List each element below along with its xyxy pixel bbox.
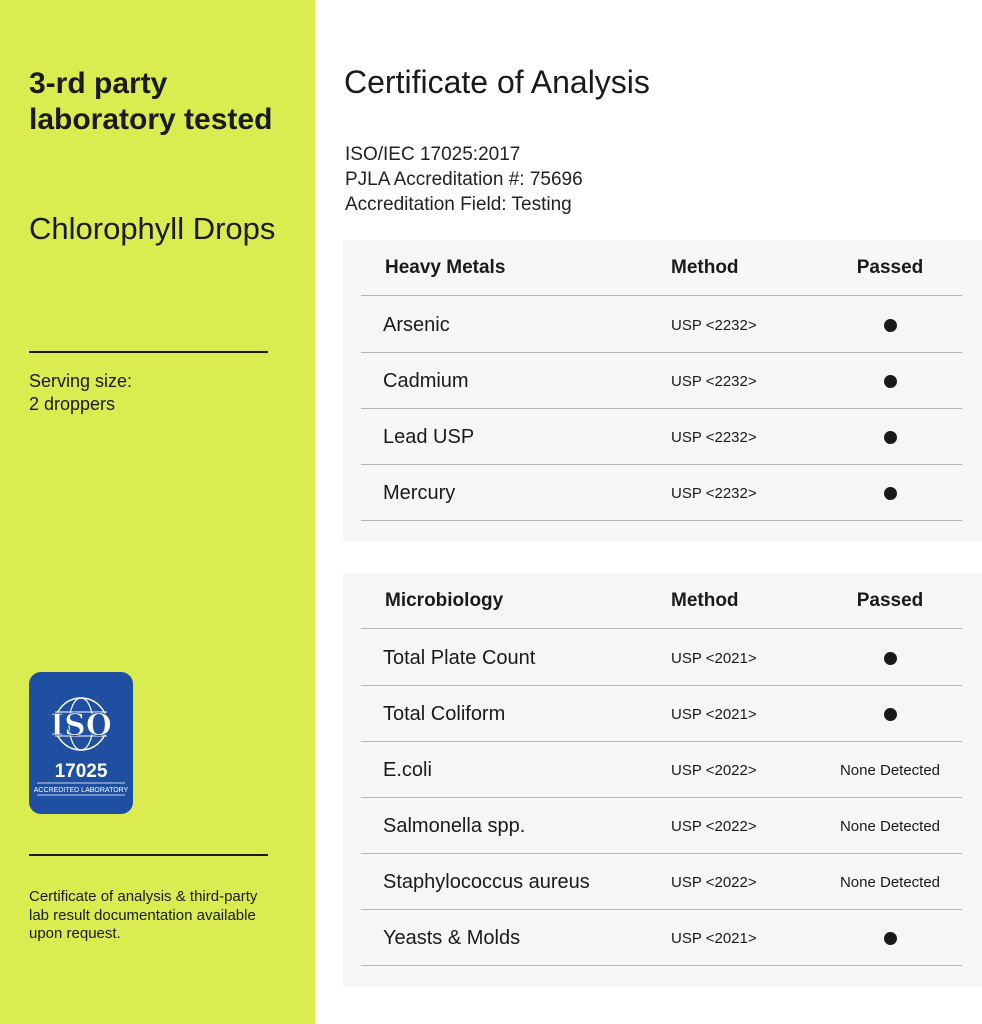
test-name: Total Coliform — [383, 703, 506, 725]
test-method: USP <2232> — [671, 373, 757, 390]
column-header: Passed — [856, 257, 924, 278]
test-result — [820, 485, 960, 504]
test-method: USP <2022> — [671, 818, 757, 835]
test-name: E.coli — [383, 759, 432, 781]
pjla-number: PJLA Accreditation #: 75696 — [345, 169, 583, 190]
accreditation-info: ISO/IEC 17025:2017 PJLA Accreditation #:… — [345, 142, 583, 217]
test-name: Lead USP — [383, 426, 475, 448]
heavy-metals-table: Heavy Metals Method Passed Arsenic USP <22… — [343, 240, 982, 542]
result-text: None Detected — [839, 874, 941, 891]
iso-globe-icon: ISO 17025 ACCREDITED LABORATORY — [34, 697, 129, 796]
divider — [29, 854, 268, 856]
page-title: Certificate of Analysis — [344, 64, 650, 100]
column-header: Method — [671, 590, 739, 611]
serving-label: Serving size: — [29, 371, 133, 391]
microbiology-table: Microbiology Method Passed Total Plate Cou… — [343, 573, 982, 987]
table-row: Arsenic USP <2232> — [361, 297, 962, 353]
table-row: Total Coliform USP <2021> — [361, 686, 962, 742]
passed-dot-icon — [883, 932, 897, 945]
column-header: Heavy Metals — [385, 257, 506, 278]
column-header: Passed — [856, 590, 924, 611]
test-name: Mercury — [383, 482, 456, 504]
test-result — [820, 706, 960, 725]
serving-value: 2 droppers — [29, 394, 116, 414]
serving-size: Serving size: 2 droppers — [29, 370, 132, 416]
passed-dot-icon — [883, 708, 897, 721]
table-row: Cadmium USP <2232> — [361, 353, 962, 409]
table-row: E.coli USP <2022> None Detected — [361, 742, 962, 798]
test-method: USP <2021> — [671, 650, 757, 667]
test-result: None Detected — [820, 874, 960, 891]
test-method: USP <2232> — [671, 317, 757, 334]
test-method: USP <2021> — [671, 930, 757, 947]
passed-dot-icon — [883, 375, 897, 388]
table-row: Salmonella spp. USP <2022> None Detected — [361, 798, 962, 854]
test-method: USP <2022> — [671, 874, 757, 891]
headline: 3-rd party laboratory tested — [29, 67, 273, 136]
iso-17025-badge: ISO 17025 ACCREDITED LABORATORY — [29, 672, 133, 814]
iso-standard: ISO/IEC 17025:2017 — [345, 144, 521, 165]
test-result — [820, 317, 960, 336]
test-name: Arsenic — [383, 314, 450, 336]
test-method: USP <2232> — [671, 485, 757, 502]
test-result — [820, 373, 960, 392]
result-text: None Detected — [839, 818, 941, 835]
table-row: Mercury USP <2232> — [361, 465, 962, 521]
accreditation-field: Accreditation Field: Testing — [345, 194, 572, 215]
test-name: Salmonella spp. — [383, 815, 526, 837]
test-result — [820, 930, 960, 949]
badge-caption: ACCREDITED LABORATORY — [34, 787, 129, 794]
passed-dot-icon — [883, 431, 897, 444]
test-result: None Detected — [820, 762, 960, 779]
iso-logo-text: ISO — [50, 708, 112, 743]
table-row: Staphylococcus aureus USP <2022> None De… — [361, 854, 962, 910]
test-result — [820, 429, 960, 448]
test-name: Yeasts & Molds — [383, 927, 521, 949]
divider — [29, 351, 268, 353]
product-name: Chlorophyll Drops — [29, 211, 276, 246]
test-name: Total Plate Count — [383, 647, 536, 669]
column-header: Microbiology — [385, 590, 504, 611]
passed-dot-icon — [883, 487, 897, 500]
test-result — [820, 650, 960, 669]
availability-note: Certificate of analysis & third-party la… — [29, 888, 258, 942]
test-method: USP <2232> — [671, 429, 757, 446]
passed-dot-icon — [883, 319, 897, 332]
badge-number: 17025 — [55, 761, 108, 782]
test-method: USP <2022> — [671, 762, 757, 779]
table-header: Heavy Metals Method Passed — [361, 240, 962, 296]
test-method: USP <2021> — [671, 706, 757, 723]
table-row: Yeasts & Molds USP <2021> — [361, 910, 962, 966]
table-row: Lead USP USP <2232> — [361, 409, 962, 465]
test-name: Cadmium — [383, 370, 469, 392]
result-text: None Detected — [839, 762, 941, 779]
test-name: Staphylococcus aureus — [383, 871, 590, 893]
test-result: None Detected — [820, 818, 960, 835]
column-header: Method — [671, 257, 739, 278]
table-row: Total Plate Count USP <2021> — [361, 630, 962, 686]
left-panel: 3-rd party laboratory tested Chlorophyll… — [0, 0, 315, 1024]
passed-dot-icon — [883, 652, 897, 665]
table-header: Microbiology Method Passed — [361, 573, 962, 629]
